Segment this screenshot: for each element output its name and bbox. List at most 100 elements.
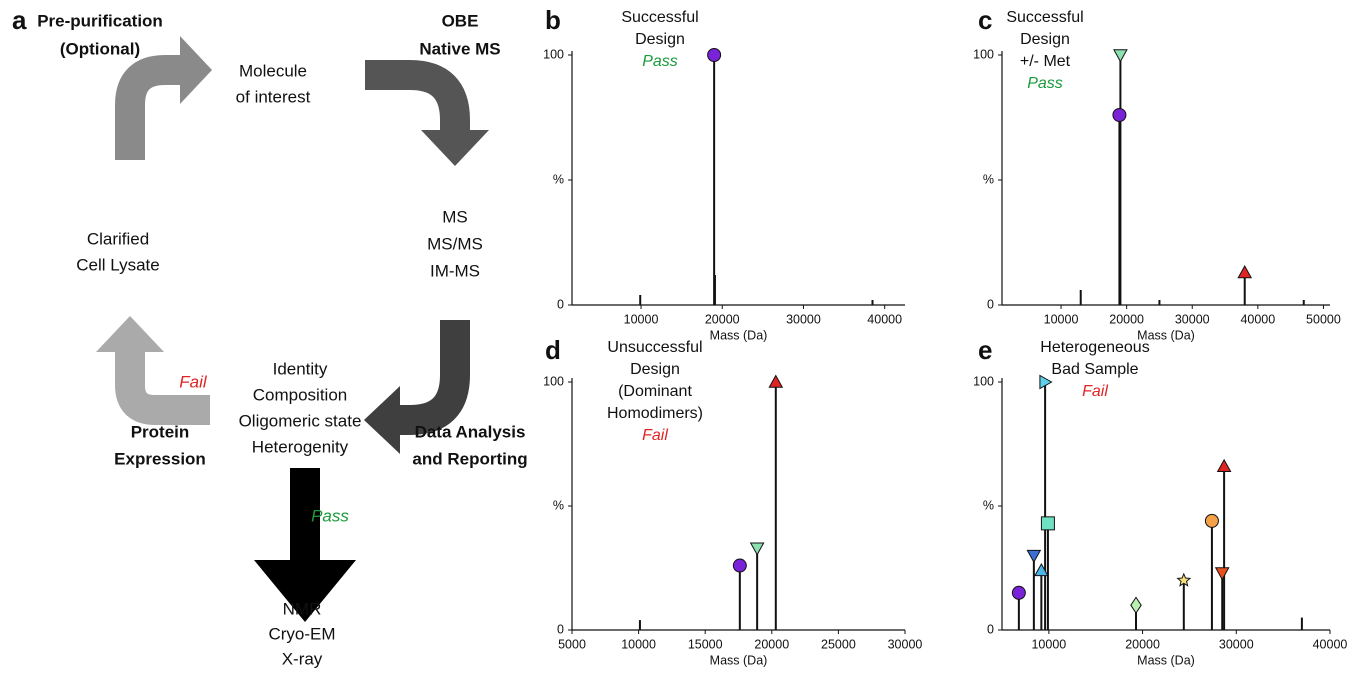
arrow-head (96, 316, 164, 352)
panel-letter: b (545, 5, 561, 35)
y-tick-label: 100 (543, 374, 564, 388)
annotation: Design (1020, 31, 1070, 48)
annotation: Design (635, 31, 685, 48)
node-label: Oligomeric state (239, 411, 362, 430)
panel-letter: a (12, 5, 27, 35)
x-tick-label: 10000 (624, 312, 659, 326)
node-label: of interest (236, 87, 311, 106)
annotation: Design (630, 361, 680, 378)
peak-marker (749, 542, 765, 556)
node-label: Molecule (239, 61, 307, 80)
fail-label: Fail (179, 372, 208, 391)
step-label: Data Analysis (415, 422, 526, 441)
y-tick-label: 0 (557, 622, 564, 636)
x-axis-label: Mass (Da) (710, 653, 768, 667)
x-tick-label: 10000 (1044, 312, 1079, 326)
x-tick-label: 30000 (1175, 312, 1210, 326)
node-label: Clarified (87, 229, 149, 248)
x-tick-label: 10000 (621, 637, 656, 651)
step-label: Native MS (419, 39, 500, 58)
annotation: Fail (1082, 383, 1108, 400)
peak-marker (1237, 264, 1253, 279)
node-label: Heterogenity (252, 437, 349, 456)
step-label: Expression (114, 449, 206, 468)
y-tick-label: 0 (987, 622, 994, 636)
annotation: +/- Met (1020, 53, 1071, 70)
panel-letter: d (545, 335, 561, 365)
node-label: X-ray (282, 649, 323, 668)
annotation: Unsuccessful (607, 339, 702, 356)
peak-marker (1039, 374, 1053, 390)
y-tick-label: % (553, 172, 564, 186)
x-tick-label: 30000 (888, 637, 923, 651)
arrow-head (180, 36, 212, 104)
annotation: Successful (621, 9, 698, 26)
annotation: Bad Sample (1051, 361, 1138, 378)
arrow-shaft (290, 468, 320, 562)
arrow-shaft (115, 350, 210, 425)
annotation: Successful (1006, 9, 1083, 26)
peak-marker (707, 48, 722, 62)
peak-marker (1040, 516, 1055, 531)
y-tick-label: % (983, 172, 994, 186)
annotation: Homodimers) (607, 405, 703, 422)
arrow-head (254, 560, 356, 622)
y-tick-label: 100 (973, 47, 994, 61)
y-tick-label: 100 (973, 374, 994, 388)
node-label: Composition (253, 385, 348, 404)
x-tick-label: 30000 (1219, 637, 1254, 651)
node-label: Cell Lysate (76, 255, 159, 274)
x-axis-label: Mass (Da) (1137, 328, 1195, 342)
panel-letter: c (978, 5, 992, 35)
peak-marker (1026, 549, 1042, 564)
x-tick-label: 30000 (786, 312, 821, 326)
arrow-head (421, 130, 489, 166)
step-label: and Reporting (412, 449, 527, 468)
panel-letter: e (978, 335, 992, 365)
annotation: Fail (642, 427, 668, 444)
y-tick-label: 0 (987, 297, 994, 311)
peak-marker (1176, 572, 1192, 587)
peak-marker (1113, 49, 1128, 63)
y-tick-label: 100 (543, 47, 564, 61)
x-axis-label: Mass (Da) (710, 328, 768, 342)
chart-panel: b Successful Design Pass 0% 100 10000 20000 3000… (543, 5, 905, 342)
x-tick-label: 5000 (558, 637, 586, 651)
chart-panel: d Unsuccessful Design (Dominant Homodimers) F… (543, 335, 922, 667)
step-label: Protein (131, 422, 190, 441)
y-tick-label: % (553, 498, 564, 512)
x-tick-label: 20000 (1109, 312, 1144, 326)
annotation: Heterogeneous (1040, 339, 1149, 356)
arrow-shaft (365, 60, 470, 132)
x-tick-label: 40000 (867, 312, 902, 326)
annotation: Pass (1027, 75, 1063, 92)
step-label: (Optional) (60, 39, 140, 58)
node-label: IM-MS (430, 261, 480, 280)
x-tick-label: 25000 (821, 637, 856, 651)
x-tick-label: 20000 (705, 312, 740, 326)
peak-marker (1034, 562, 1049, 577)
node-label: Cryo-EM (268, 624, 335, 643)
node-label: MS/MS (427, 234, 483, 253)
y-tick-label: % (983, 498, 994, 512)
y-tick-label: 0 (557, 297, 564, 311)
chart-panel: c Successful Design +/- Met Pass 0% 100 10000 20… (973, 5, 1341, 342)
pass-label: Pass (311, 506, 349, 525)
annotation: (Dominant (618, 383, 692, 400)
x-tick-label: 40000 (1240, 312, 1275, 326)
annotation: Pass (642, 53, 678, 70)
x-tick-label: 20000 (754, 637, 789, 651)
node-label: MS (442, 207, 468, 226)
x-tick-label: 40000 (1313, 637, 1348, 651)
step-label: OBE (442, 11, 479, 30)
workflow-arrows (96, 36, 489, 622)
arrow-shaft (115, 55, 182, 160)
x-tick-label: 15000 (688, 637, 723, 651)
x-tick-label: 20000 (1125, 637, 1160, 651)
step-label: Pre-purification (37, 11, 163, 30)
peak-marker (1130, 596, 1142, 614)
peak-marker (1216, 458, 1232, 473)
arrow-head (364, 386, 400, 454)
x-tick-label: 50000 (1306, 312, 1341, 326)
